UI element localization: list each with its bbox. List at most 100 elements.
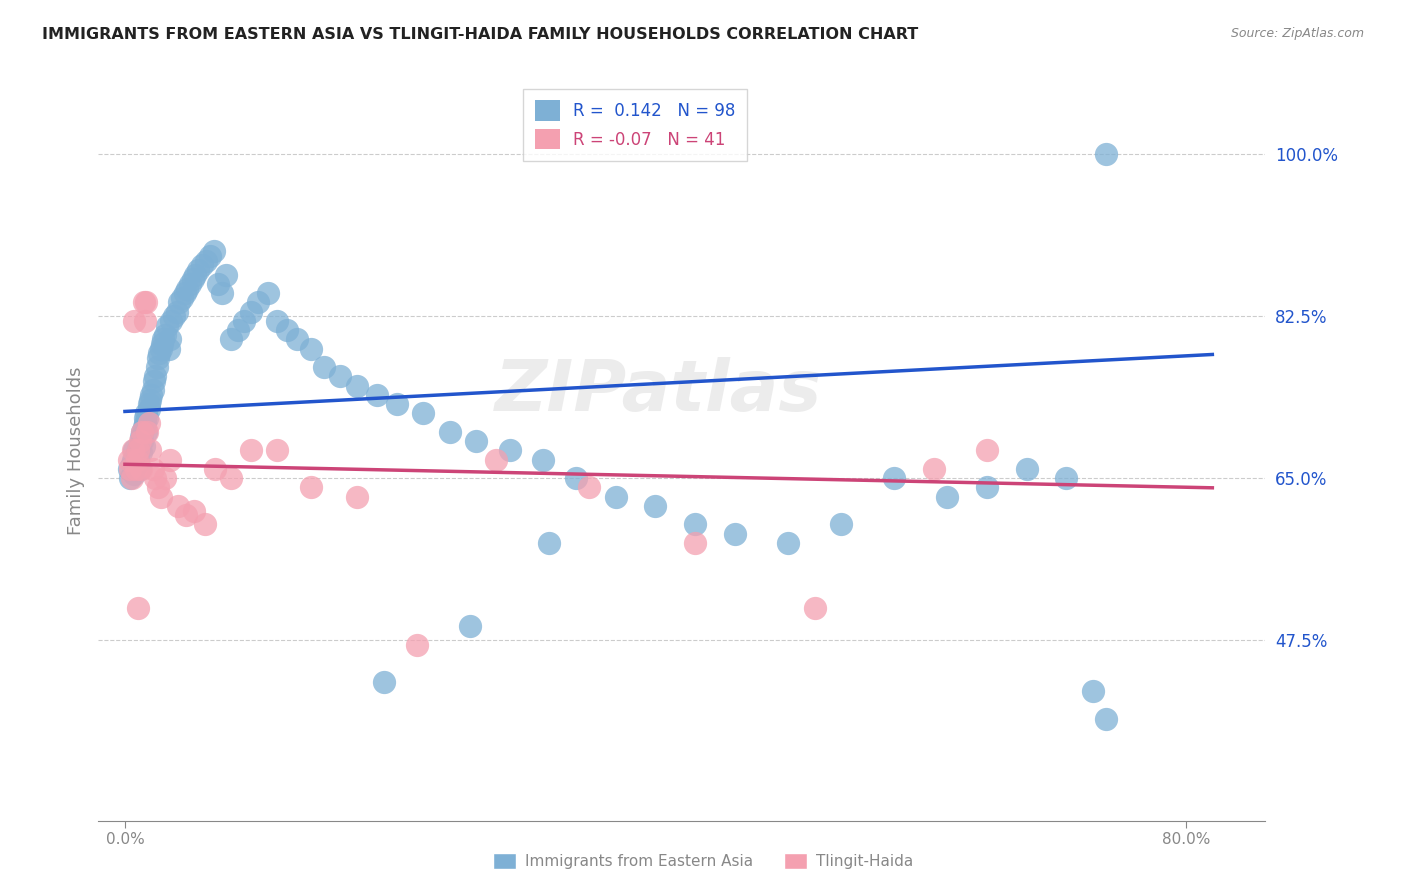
Point (346, 490, 368, 504)
Point (644, 499, 666, 513)
Point (145, 471, 167, 485)
Point (142, 384, 165, 398)
Point (173, 286, 195, 301)
Point (1095, 147, 1118, 161)
Point (135, 425, 157, 439)
Point (129, 462, 152, 476)
Point (346, 378, 368, 392)
Point (125, 450, 148, 465)
Point (385, 397, 408, 411)
Point (724, 526, 747, 541)
Point (1081, 684, 1104, 698)
Point (138, 416, 160, 430)
Point (135, 295, 157, 310)
Point (134, 416, 156, 430)
Point (163, 310, 186, 324)
Point (239, 304, 262, 318)
Point (136, 425, 159, 439)
Point (538, 536, 561, 550)
Point (134, 411, 156, 425)
Point (128, 462, 150, 476)
Point (412, 407, 434, 421)
Point (125, 452, 148, 467)
Point (198, 249, 221, 263)
Point (266, 443, 288, 458)
Point (124, 462, 146, 476)
Point (129, 429, 152, 443)
Point (153, 327, 176, 342)
Point (139, 392, 162, 407)
Point (439, 425, 461, 439)
Point (146, 481, 169, 495)
Text: IMMIGRANTS FROM EASTERN ASIA VS TLINGIT-HAIDA FAMILY HOUSEHOLDS CORRELATION CHAR: IMMIGRANTS FROM EASTERN ASIA VS TLINGIT-… (42, 27, 918, 42)
Point (803, 600, 825, 615)
Point (124, 462, 146, 476)
Point (276, 323, 298, 337)
Point (312, 360, 335, 375)
Text: Source: ZipAtlas.com: Source: ZipAtlas.com (1230, 27, 1364, 40)
Point (465, 434, 488, 449)
Point (129, 445, 152, 459)
Point (266, 314, 288, 328)
Point (141, 388, 163, 402)
Point (167, 499, 190, 513)
Point (157, 342, 180, 356)
Point (132, 439, 155, 453)
Point (153, 471, 176, 485)
Point (132, 295, 155, 310)
Point (299, 481, 322, 495)
Point (183, 503, 205, 517)
Point (138, 401, 160, 416)
Point (285, 332, 308, 346)
Point (219, 332, 242, 346)
Point (776, 536, 799, 550)
Point (498, 443, 520, 458)
Point (124, 448, 146, 462)
Point (125, 454, 148, 468)
Point (179, 277, 201, 291)
Point (215, 268, 238, 282)
Point (683, 536, 706, 550)
Point (127, 443, 149, 458)
Point (134, 314, 156, 328)
Point (883, 471, 905, 485)
Point (219, 471, 242, 485)
Point (226, 323, 249, 337)
Point (127, 443, 149, 458)
Point (181, 272, 204, 286)
Point (128, 439, 150, 453)
Point (1056, 471, 1078, 485)
Point (976, 443, 998, 458)
Point (142, 462, 165, 476)
Point (578, 481, 600, 495)
Point (120, 471, 142, 485)
Point (143, 374, 166, 388)
Point (239, 443, 262, 458)
Point (194, 253, 217, 268)
Point (233, 314, 256, 328)
Point (122, 443, 145, 458)
Point (605, 490, 627, 504)
Point (127, 452, 149, 467)
Point (152, 332, 174, 346)
Point (174, 508, 197, 523)
Point (136, 411, 159, 425)
Point (1015, 462, 1038, 476)
Point (830, 517, 852, 532)
Point (1095, 712, 1118, 726)
Point (138, 397, 160, 411)
Point (160, 314, 183, 328)
Point (405, 638, 427, 652)
Point (145, 369, 167, 384)
Point (207, 277, 229, 291)
Point (148, 346, 170, 360)
Point (169, 295, 191, 310)
Point (150, 337, 173, 351)
Point (131, 425, 153, 439)
Text: ZIPatlas: ZIPatlas (495, 357, 823, 425)
Point (131, 425, 153, 439)
Point (121, 458, 143, 472)
Point (135, 407, 157, 421)
Point (211, 286, 233, 301)
Point (170, 291, 193, 305)
